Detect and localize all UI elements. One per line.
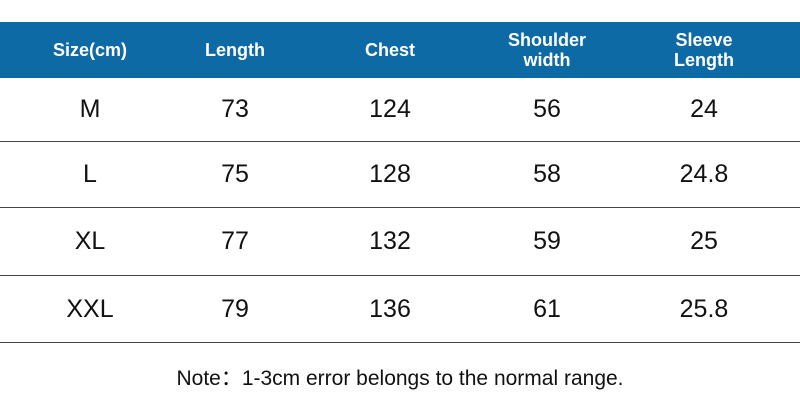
table-cell: XXL <box>66 294 114 323</box>
table-cell: 56 <box>533 95 561 123</box>
table-cell: 58 <box>533 160 561 188</box>
table-header: Size(cm) Length Chest Shoulder width Sleeve … <box>0 22 800 78</box>
header-cell: Size(cm) <box>52 40 128 60</box>
table-row: XXL 79 136 61 25.8 <box>0 276 800 343</box>
header-cell: Chest <box>364 40 415 60</box>
table-cell: 61 <box>533 294 561 323</box>
table-cell: 124 <box>369 95 411 123</box>
table-cell: 25.8 <box>679 294 729 323</box>
table-row: M 73 124 56 24 <box>0 78 800 142</box>
table-cell: M <box>79 95 101 123</box>
table-cell: 132 <box>369 227 411 255</box>
table-cell: 59 <box>533 227 561 255</box>
table-row: L 75 128 58 24.8 <box>0 142 800 208</box>
table-cell: 24.8 <box>679 160 729 188</box>
table-cell: 136 <box>369 294 411 323</box>
table-cell: 73 <box>221 95 249 123</box>
table-cell: 75 <box>221 160 249 188</box>
table-cell: 25 <box>690 227 718 255</box>
header-cell: Shoulder width <box>507 30 586 70</box>
table-cell: 128 <box>369 160 411 188</box>
table-cell: 77 <box>221 227 249 255</box>
table-row: XL 77 132 59 25 <box>0 208 800 276</box>
note: Note：1-3cm error belongs to the normal r… <box>176 367 624 390</box>
table-cell: L <box>83 160 97 188</box>
table-cell: XL <box>74 227 106 255</box>
header-cell: Length <box>205 40 265 60</box>
header-cell: Sleeve Length <box>674 30 734 70</box>
table-cell: 79 <box>221 294 249 323</box>
table-cell: 24 <box>690 95 718 123</box>
